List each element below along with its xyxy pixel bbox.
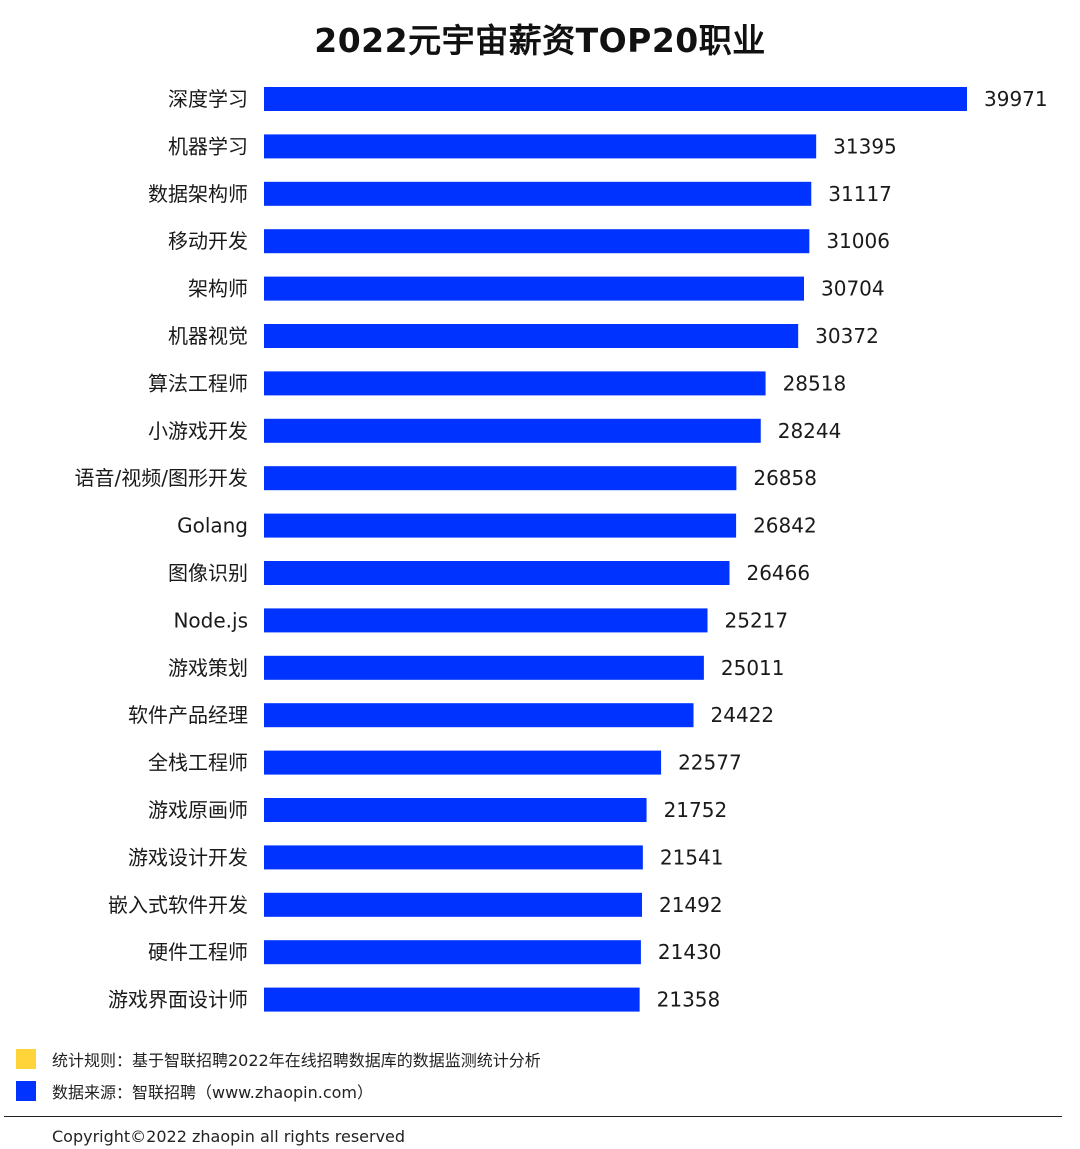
category-label: 架构师 bbox=[188, 277, 248, 301]
rule-legend-swatch bbox=[16, 1049, 36, 1069]
value-label: 39971 bbox=[984, 87, 1048, 111]
value-label: 21752 bbox=[664, 798, 728, 822]
category-label: Node.js bbox=[173, 608, 248, 632]
category-label: Golang bbox=[177, 514, 248, 538]
category-label: 游戏界面设计师 bbox=[108, 988, 248, 1012]
bar-chart: 深度学习 39971 机器学习 31395 数据架构师 31117 移动开发 31006 架构师… bbox=[75, 87, 1048, 1012]
value-label: 21430 bbox=[658, 940, 722, 964]
footnote-rule-text: 统计规则：基于智联招聘2022年在线招聘数据库的数据监测统计分析 bbox=[52, 1051, 541, 1070]
bar bbox=[264, 561, 730, 585]
value-label: 21492 bbox=[659, 893, 723, 917]
bar bbox=[264, 229, 810, 254]
bar bbox=[264, 87, 967, 111]
category-label: 硬件工程师 bbox=[148, 940, 248, 964]
value-label: 21358 bbox=[657, 988, 721, 1012]
category-label: 全栈工程师 bbox=[148, 751, 248, 775]
category-label: 游戏策划 bbox=[168, 656, 248, 680]
category-label: 软件产品经理 bbox=[128, 703, 248, 727]
bar bbox=[264, 703, 694, 728]
category-label: 移动开发 bbox=[168, 229, 248, 253]
category-label: 机器视觉 bbox=[168, 324, 248, 348]
source-legend-swatch bbox=[16, 1081, 36, 1101]
bar bbox=[264, 466, 737, 491]
bar bbox=[264, 987, 640, 1012]
category-label: 语音/视频/图形开发 bbox=[75, 466, 248, 490]
value-label: 28518 bbox=[783, 371, 847, 395]
bar bbox=[264, 513, 737, 538]
value-label: 25217 bbox=[725, 608, 789, 632]
value-label: 21541 bbox=[660, 845, 724, 869]
value-label: 30704 bbox=[821, 277, 885, 301]
copyright-text: Copyright©2022 zhaopin all rights reserv… bbox=[52, 1127, 406, 1146]
category-label: 游戏设计开发 bbox=[128, 845, 248, 869]
value-label: 25011 bbox=[721, 656, 785, 680]
footer-divider bbox=[4, 1116, 1062, 1117]
bar bbox=[264, 324, 799, 348]
bar bbox=[264, 181, 812, 206]
category-label: 嵌入式软件开发 bbox=[108, 893, 248, 917]
category-label: 游戏原画师 bbox=[148, 798, 248, 822]
value-label: 26466 bbox=[746, 561, 810, 585]
category-label: 深度学习 bbox=[168, 87, 248, 111]
value-label: 30372 bbox=[815, 324, 879, 348]
footnote-source: 数据来源：智联招聘（www.zhaopin.com） bbox=[16, 1080, 373, 1102]
category-label: 小游戏开发 bbox=[148, 419, 248, 443]
footnote-rule: 统计规则：基于智联招聘2022年在线招聘数据库的数据监测统计分析 bbox=[16, 1048, 541, 1070]
value-label: 31395 bbox=[833, 134, 897, 158]
value-label: 26842 bbox=[753, 514, 817, 538]
bar bbox=[264, 892, 642, 917]
bar bbox=[264, 276, 805, 301]
bar bbox=[264, 134, 817, 159]
value-label: 31117 bbox=[828, 182, 892, 206]
bar bbox=[264, 418, 761, 443]
value-label: 22577 bbox=[678, 751, 742, 775]
chart-title: 2022元宇宙薪资TOP20职业 bbox=[314, 21, 766, 60]
bar bbox=[264, 371, 766, 396]
bar bbox=[264, 845, 643, 870]
bar bbox=[264, 608, 708, 633]
category-label: 机器学习 bbox=[168, 134, 248, 158]
bar bbox=[264, 655, 704, 680]
value-label: 28244 bbox=[778, 419, 842, 443]
value-label: 26858 bbox=[753, 466, 817, 490]
footnote-source-text: 数据来源：智联招聘（www.zhaopin.com） bbox=[52, 1083, 374, 1102]
value-label: 31006 bbox=[826, 229, 890, 253]
category-label: 图像识别 bbox=[168, 561, 248, 585]
bar bbox=[264, 798, 647, 822]
value-label: 24422 bbox=[711, 703, 775, 727]
bar bbox=[264, 940, 641, 965]
category-label: 数据架构师 bbox=[148, 182, 248, 206]
bar bbox=[264, 750, 662, 775]
category-label: 算法工程师 bbox=[148, 371, 248, 395]
